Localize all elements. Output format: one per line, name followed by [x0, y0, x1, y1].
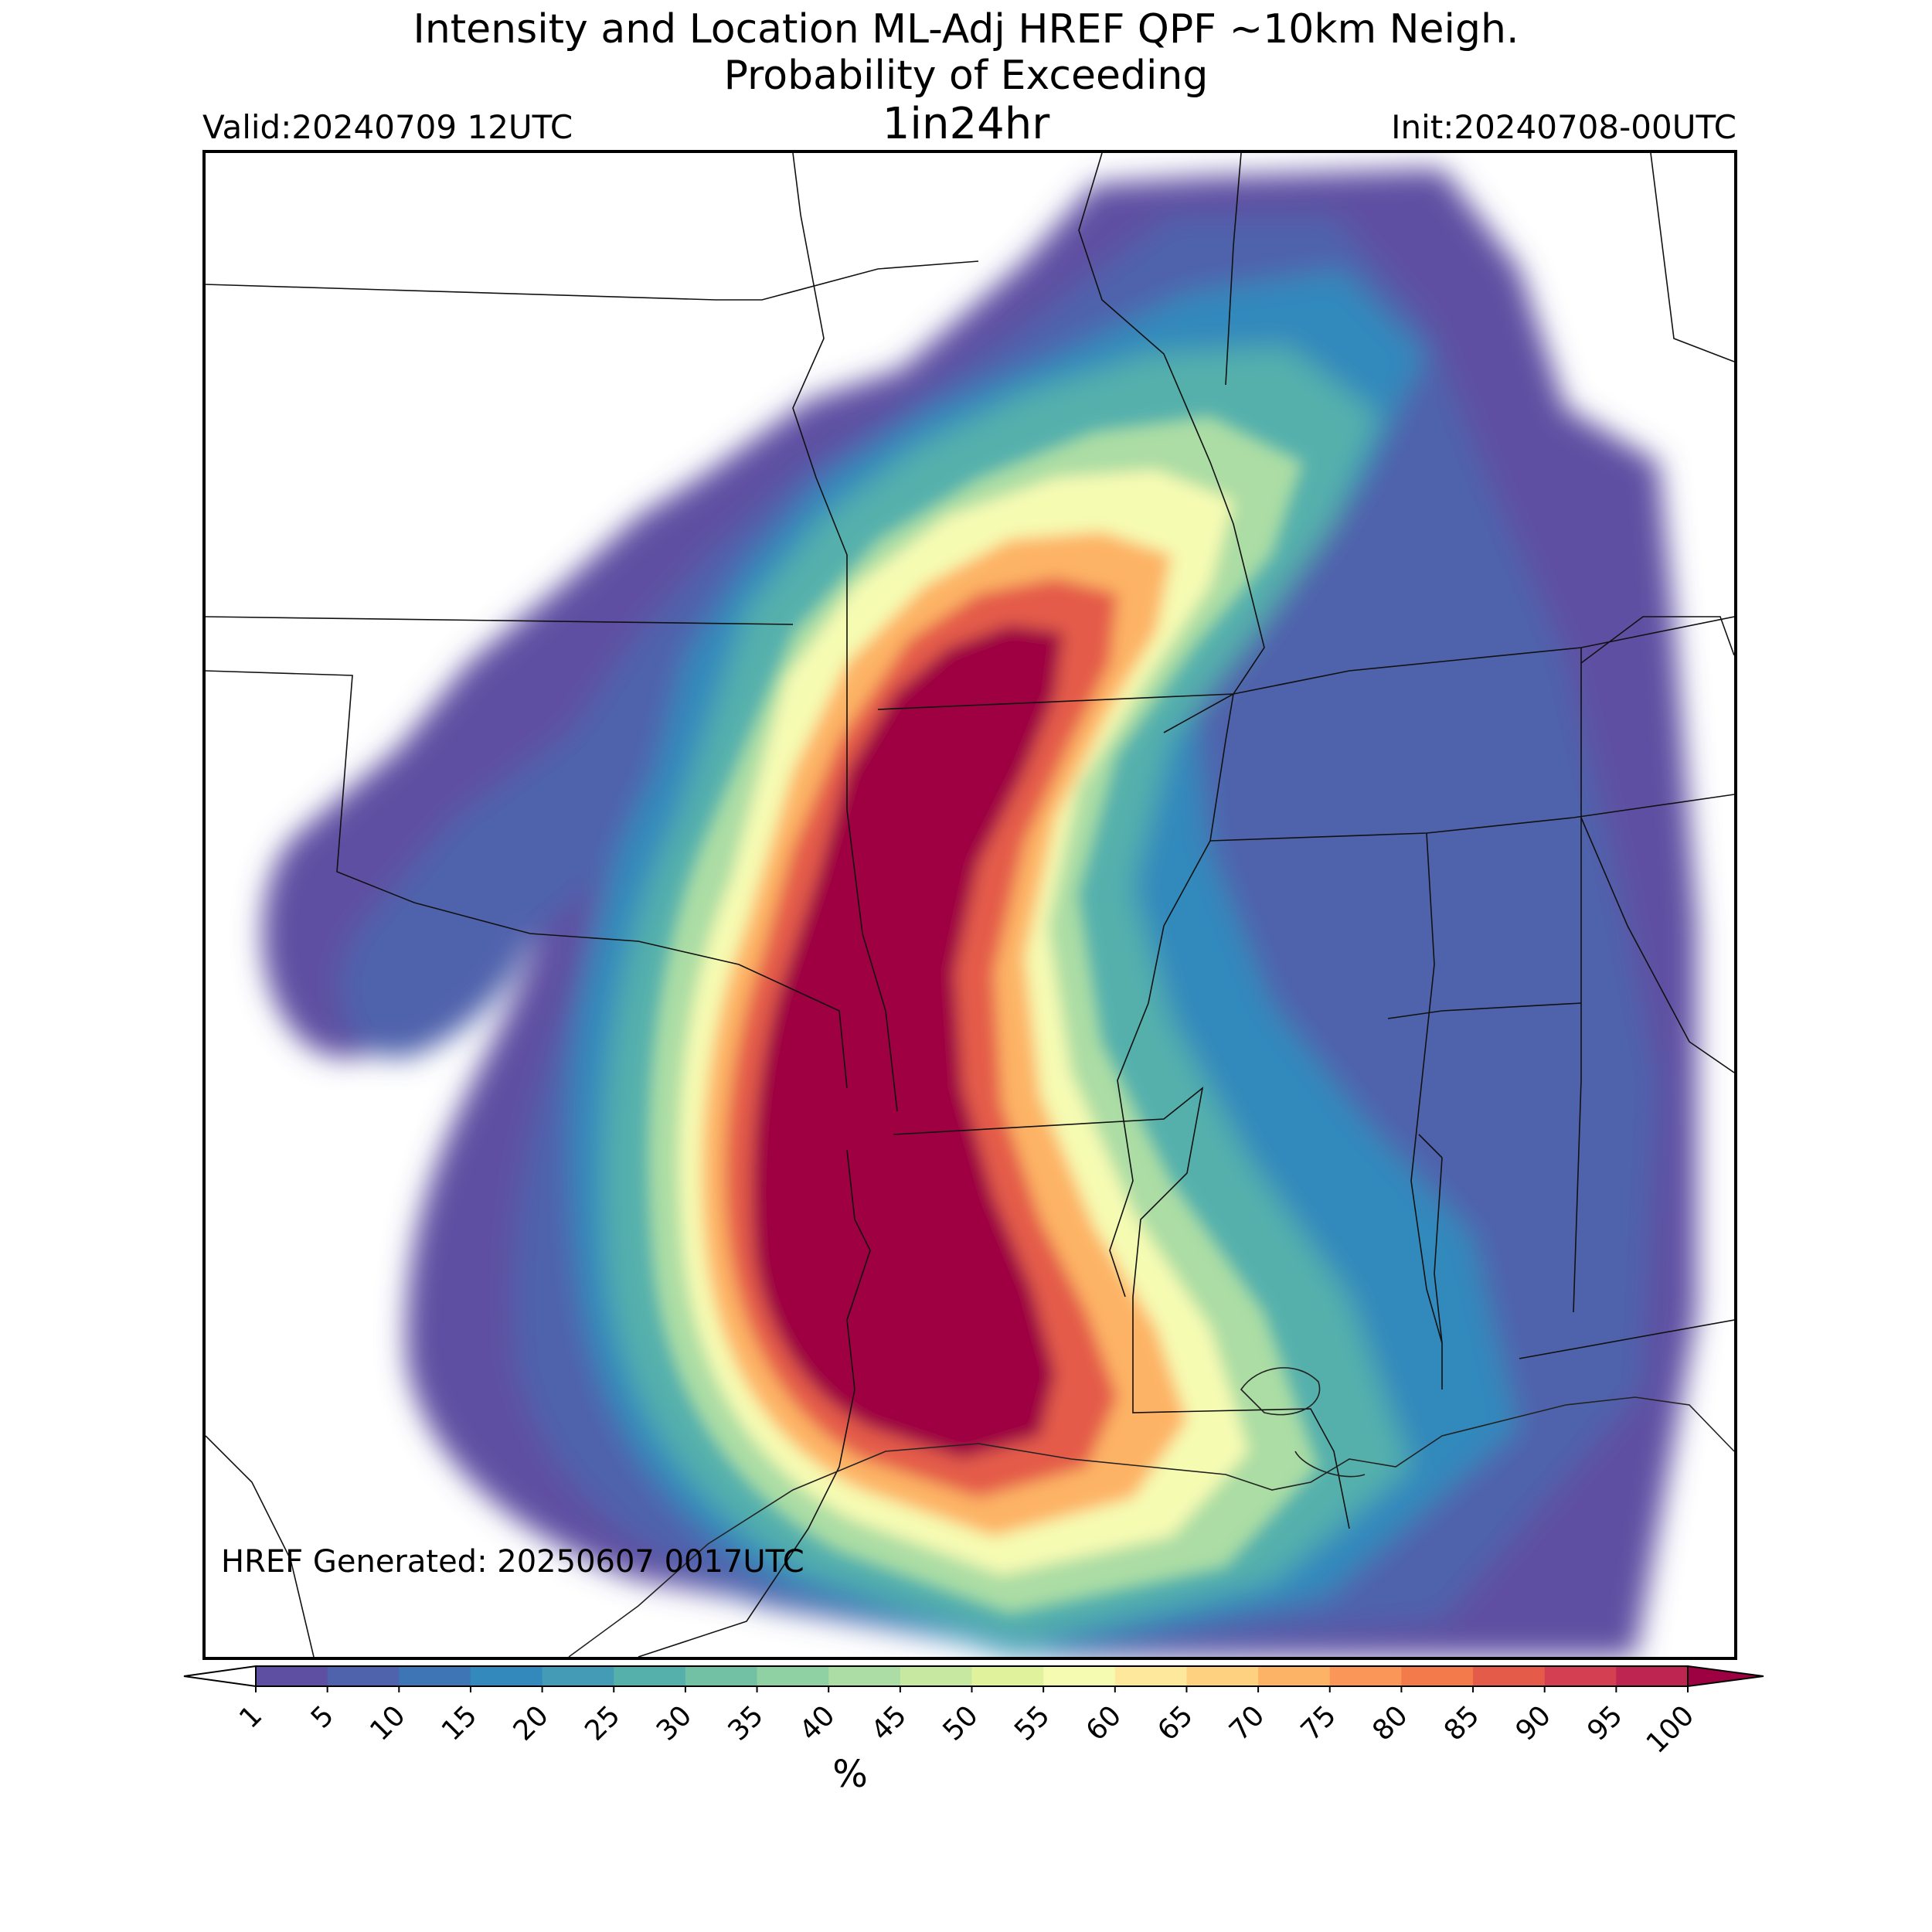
colorbar-tick-label: 25 — [579, 1699, 626, 1747]
colorbar-swatch — [614, 1666, 686, 1686]
colorbar-swatch — [900, 1666, 973, 1686]
init-time: Init:20240708-00UTC — [1391, 108, 1736, 146]
colorbar-swatch — [1043, 1666, 1116, 1686]
colorbar-swatch — [327, 1666, 400, 1686]
threshold-label: 1in24hr — [882, 99, 1050, 149]
colorbar-swatch — [256, 1666, 328, 1686]
colorbar-swatch — [1329, 1666, 1402, 1686]
colorbar-tick-label: 100 — [1641, 1699, 1701, 1753]
colorbar-tick-label: 30 — [651, 1699, 698, 1747]
colorbar-tick-label: 80 — [1366, 1699, 1413, 1747]
colorbar-tick-label: 75 — [1295, 1699, 1342, 1747]
colorbar-tick-label: 1 — [233, 1699, 268, 1734]
colorbar-tick-label: 65 — [1151, 1699, 1199, 1747]
colorbar-swatch — [399, 1666, 471, 1686]
colorbar-ticks: 1 5 10 15 20 25 30 35 40 45 50 55 60 65 70 75 80 85 90 95 10… — [233, 1686, 1700, 1753]
colorbar-swatch — [1186, 1666, 1259, 1686]
colorbar-tick-label: 70 — [1223, 1699, 1270, 1747]
generated-note: HREF Generated: 20250607 0017UTC — [221, 1544, 804, 1580]
colorbar-under-extension — [183, 1665, 257, 1688]
colorbar-tick-label: 60 — [1080, 1699, 1128, 1747]
colorbar-tick-label: 85 — [1438, 1699, 1485, 1747]
map-panel: HREF Generated: 20250607 0017UTC — [202, 150, 1737, 1660]
probability-field — [206, 153, 1734, 1657]
colorbar-unit-label: % — [832, 1753, 868, 1796]
colorbar-swatch — [828, 1666, 901, 1686]
colorbar: 1 5 10 15 20 25 30 35 40 45 50 55 60 65 70 75 80 85 90 95 10… — [183, 1665, 1764, 1753]
colorbar-swatches — [183, 1665, 1764, 1688]
colorbar-swatch — [470, 1666, 543, 1686]
colorbar-swatch — [971, 1666, 1044, 1686]
colorbar-tick-label: 5 — [305, 1699, 340, 1734]
colorbar-tick-label: 45 — [866, 1699, 913, 1747]
colorbar-tick-label: 20 — [508, 1699, 555, 1747]
colorbar-swatch — [685, 1666, 758, 1686]
coastline — [568, 1367, 1734, 1657]
colorbar-swatch — [1544, 1666, 1617, 1686]
colorbar-swatch — [1473, 1666, 1546, 1686]
colorbar-swatch — [1616, 1666, 1689, 1686]
chart-title: Intensity and Location ML-Adj HREF QPF ~… — [413, 6, 1519, 53]
colorbar-tick-label: 95 — [1581, 1699, 1628, 1747]
colorbar-swatch — [542, 1666, 614, 1686]
colorbar-tick-label: 55 — [1009, 1699, 1056, 1747]
colorbar-swatch — [1114, 1666, 1188, 1686]
colorbar-tick-label: 50 — [937, 1699, 984, 1747]
colorbar-swatch — [757, 1666, 829, 1686]
colorbar-tick-label: 90 — [1510, 1699, 1557, 1747]
colorbar-swatch — [1401, 1666, 1474, 1686]
chart-subtitle: Probability of Exceeding — [723, 53, 1209, 99]
colorbar-tick-label: 10 — [364, 1699, 411, 1747]
colorbar-over-extension — [1687, 1665, 1764, 1688]
colorbar-swatch — [1258, 1666, 1331, 1686]
band-95 — [751, 624, 1063, 1459]
probability-core — [648, 416, 1318, 1614]
colorbar-tick-label: 40 — [794, 1699, 841, 1747]
state-boundaries — [206, 153, 1734, 1657]
colorbar-tick-label: 15 — [436, 1699, 483, 1747]
colorbar-tick-label: 35 — [723, 1699, 770, 1747]
valid-time: Valid:20240709 12UTC — [202, 108, 573, 146]
